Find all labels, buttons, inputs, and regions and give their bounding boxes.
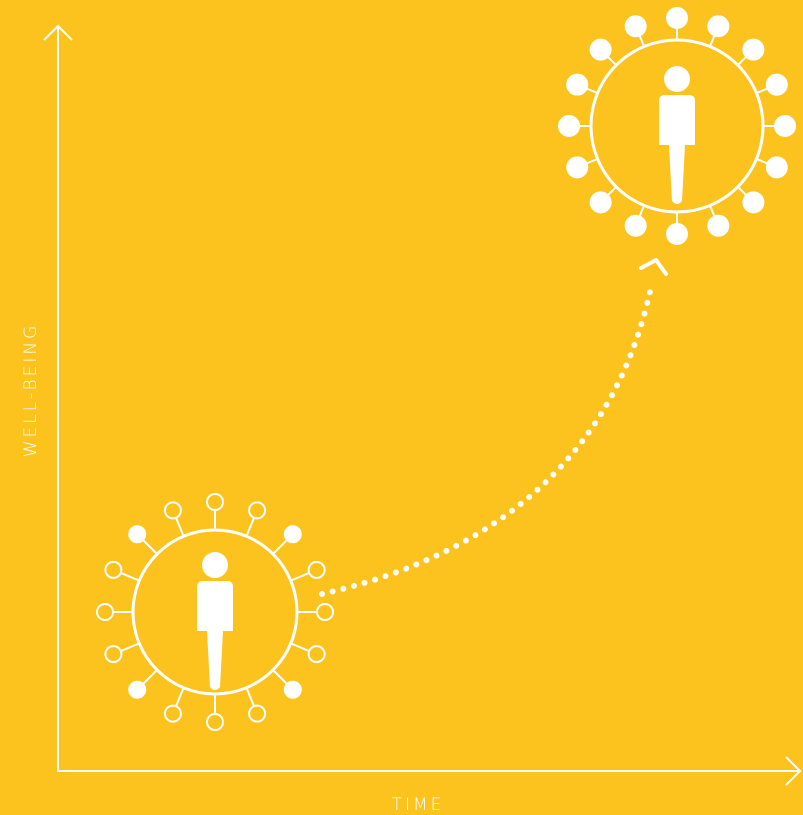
node [104,560,123,579]
connector [272,669,288,685]
connector [586,87,598,95]
connector [606,55,617,66]
connector [290,642,310,652]
x-axis-label: TIME [392,795,445,815]
connector [290,572,310,582]
node [589,38,612,61]
node [558,115,580,137]
node [104,645,123,664]
connector [606,186,617,197]
node [566,156,589,179]
node [248,501,267,520]
progress-path [319,279,655,597]
node [742,38,765,61]
connector [245,687,255,707]
node [248,704,267,723]
node [96,603,114,621]
body [659,95,695,204]
node [774,115,796,137]
node [707,214,730,237]
node [307,645,326,664]
node [206,713,224,731]
head [202,552,228,578]
connector [737,55,748,66]
person-small [96,493,334,731]
connector [708,35,716,47]
connector [245,517,255,537]
node [707,15,730,38]
connector [756,157,768,165]
node [128,680,147,699]
body [197,581,233,690]
node [307,560,326,579]
node [128,525,147,544]
connector [737,186,748,197]
connector [638,205,646,217]
node [566,73,589,96]
node [765,73,788,96]
node [163,501,182,520]
connector [708,205,716,217]
node [765,156,788,179]
node [316,603,334,621]
connector [175,687,185,707]
node [742,191,765,214]
connector [142,669,158,685]
node [163,704,182,723]
connector [120,642,140,652]
y-axis-arrow [43,24,73,41]
connector [756,87,768,95]
connector [175,517,185,537]
head [664,66,690,92]
node [283,680,302,699]
connector [586,157,598,165]
person-large [558,7,796,245]
progress-arrow [639,258,668,276]
axes [43,24,802,786]
node [589,191,612,214]
connector [638,35,646,47]
node [666,7,688,29]
node [666,223,688,245]
node [624,214,647,237]
connector [120,572,140,582]
node [624,15,647,38]
connector [272,539,288,555]
y-axis-label: WELL-BEING [21,323,41,458]
node [206,493,224,511]
connector [142,539,158,555]
node [283,525,302,544]
x-axis-arrow [785,756,802,786]
